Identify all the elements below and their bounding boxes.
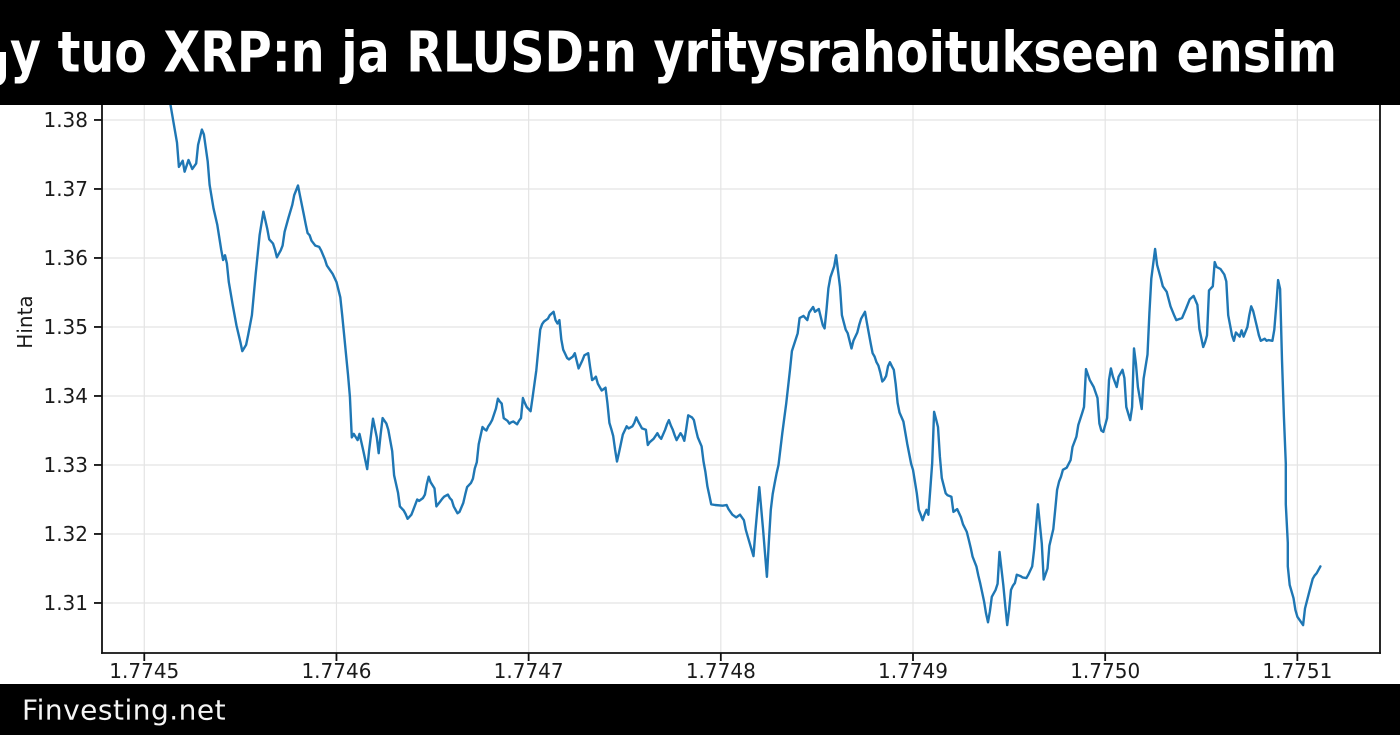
- y-tick-label: 1.37: [43, 177, 88, 201]
- gridlines: [102, 105, 1380, 653]
- axes-spines-ticks: [94, 104, 1381, 661]
- price-series-line: [169, 105, 1322, 627]
- x-tick-label: 1.7748: [686, 659, 756, 683]
- y-tick-label: 1.35: [43, 315, 88, 339]
- price-line: [169, 105, 1322, 627]
- y-tick-label: 1.36: [43, 246, 88, 270]
- y-tick-label: 1.34: [43, 384, 88, 408]
- watermark-bar: Finvesting.net: [0, 684, 1400, 735]
- x-tick-label: 1.7747: [494, 659, 564, 683]
- watermark-text: Finvesting.net: [22, 693, 227, 726]
- y-tick-label: 1.32: [43, 522, 88, 546]
- y-tick-label: 1.38: [43, 108, 88, 132]
- y-tick-label: 1.33: [43, 453, 88, 477]
- x-tick-label: 1.7749: [878, 659, 948, 683]
- tick-labels: 1.7745 1.7746 1.7747 1.7748 1.7749 1.7750 1.77…: [43, 108, 1332, 683]
- y-tick-label: 1.31: [43, 591, 88, 615]
- title-banner: y tuo XRP:n ja RLUSD:n yritysrahoituksee…: [0, 0, 1400, 105]
- x-tick-label: 1.7746: [301, 659, 371, 683]
- chart-title: y tuo XRP:n ja RLUSD:n yritysrahoituksee…: [10, 20, 1337, 85]
- title-cut-glyph-fragment: [0, 52, 6, 86]
- y-axis-title: Hinta: [13, 295, 37, 348]
- x-tick-label: 1.7751: [1262, 659, 1332, 683]
- x-tick-label: 1.7745: [109, 659, 179, 683]
- x-tick-label: 1.7750: [1070, 659, 1140, 683]
